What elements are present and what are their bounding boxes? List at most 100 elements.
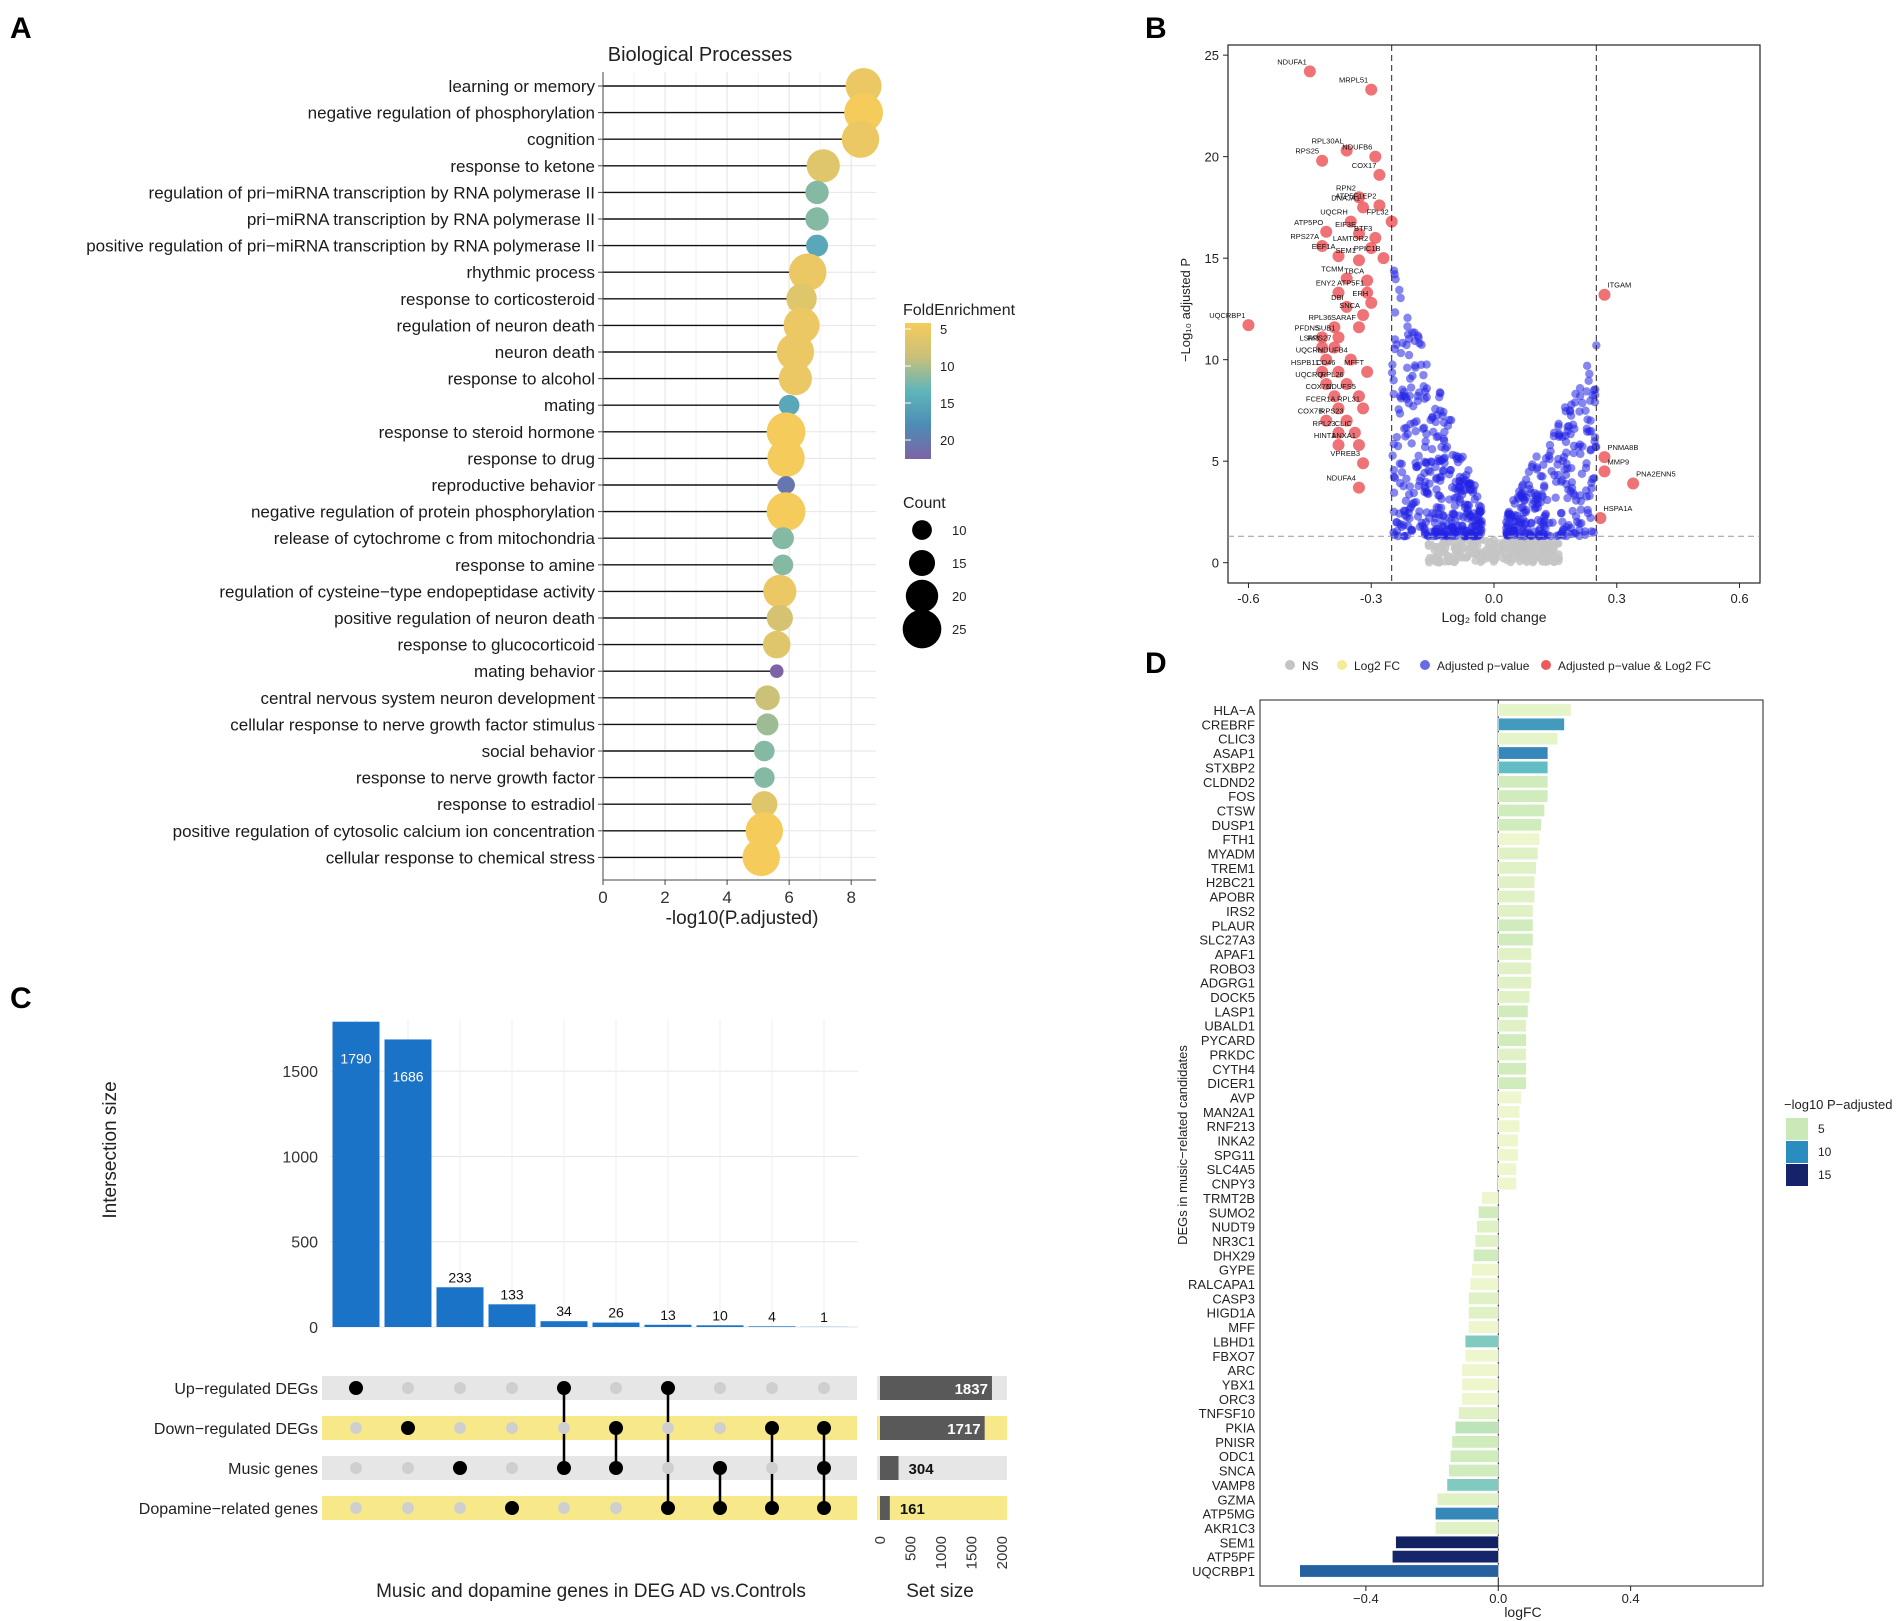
d-category-label: PKIA: [1225, 1421, 1255, 1436]
c-matrix-dot-inactive: [558, 1422, 570, 1434]
d-legend-swatch: [1786, 1118, 1808, 1140]
b-point-ns: [1468, 543, 1477, 552]
d-category-label: APOBR: [1209, 890, 1255, 905]
b-point-ns: [1430, 553, 1439, 562]
b-point-significant: [1409, 401, 1418, 411]
b-point-significant: [1433, 530, 1442, 540]
b-point-label: DNAJA1: [1331, 193, 1360, 202]
a-category-label: negative regulation of protein phosphory…: [251, 503, 595, 522]
d-category-label: LBHD1: [1213, 1334, 1255, 1349]
d-y-axis-title: DEGs in music−related candidates: [1175, 1045, 1190, 1245]
b-y-tick-label: 5: [1212, 454, 1219, 469]
d-bar: [1498, 961, 1532, 975]
b-point-significant: [1535, 524, 1545, 533]
b-point-significant: [1477, 517, 1486, 526]
a-legend-color-tick-label: 5: [940, 322, 947, 337]
c-matrix-dot-active: [765, 1421, 779, 1435]
c-matrix-dot-inactive: [350, 1462, 362, 1474]
b-point-highlighted: [1357, 201, 1370, 214]
d-category-label: PLAUR: [1212, 918, 1255, 933]
a-category-label: response to alcohol: [448, 370, 595, 389]
d-category-label: RALCAPA1: [1188, 1277, 1255, 1292]
b-point-significant: [1404, 490, 1414, 499]
a-dot: [805, 207, 829, 231]
b-point-highlighted: [1352, 254, 1365, 267]
d-bar: [1498, 1162, 1517, 1176]
a-category-label: response to glucocorticoid: [397, 636, 595, 655]
panel-label-c: C: [10, 982, 32, 1015]
b-point-significant: [1446, 465, 1455, 475]
b-point-highlighted: [1352, 227, 1365, 240]
d-category-label: MAN2A1: [1203, 1105, 1255, 1120]
d-bar: [1436, 1492, 1499, 1506]
b-point-label: NDUFA1: [1277, 57, 1307, 66]
a-category-label: mating: [544, 396, 595, 415]
d-category-label: DICER1: [1207, 1076, 1255, 1091]
b-point-significant: [1582, 424, 1592, 433]
d-bar: [1461, 1378, 1499, 1391]
b-point-significant: [1396, 293, 1405, 303]
c-y-tick-label: 0: [309, 1320, 318, 1337]
d-bar: [1435, 1507, 1499, 1520]
d-category-label: H2BC21: [1206, 875, 1255, 890]
d-bar: [1498, 832, 1540, 846]
b-point-significant: [1403, 313, 1412, 323]
d-bar: [1498, 847, 1539, 860]
c-y-tick-label: 1000: [282, 1149, 318, 1166]
b-y-axis-title: −Log₁₀ adjusted P: [1178, 258, 1193, 362]
b-point-highlighted: [1320, 225, 1333, 238]
b-point-significant: [1574, 442, 1583, 452]
b-point-highlighted: [1332, 365, 1345, 378]
c-intersection-bar: [332, 1021, 380, 1327]
b-point-highlighted: [1332, 426, 1345, 439]
b-y-tick-label: 25: [1205, 48, 1219, 63]
b-legend-label: NS: [1302, 659, 1319, 673]
d-bar: [1498, 1062, 1527, 1076]
d-category-label: UBALD1: [1204, 1019, 1255, 1034]
b-point-highlighted: [1316, 154, 1329, 167]
b-point-significant: [1587, 484, 1596, 493]
a-category-label: positive regulation of neuron death: [334, 609, 595, 628]
b-point-significant: [1397, 468, 1407, 477]
panel-a: learning or memory negative regulation of…: [86, 44, 1015, 929]
b-point-label: COX7C: [1306, 382, 1332, 391]
c-set-label: Down−regulated DEGs: [154, 1421, 318, 1438]
a-dot: [756, 713, 779, 736]
b-point-label: RPS25: [1295, 147, 1319, 156]
b-point-significant: [1584, 376, 1593, 386]
b-point-highlighted: [1598, 451, 1611, 464]
a-category-label: regulation of neuron death: [397, 316, 596, 335]
b-point-highlighted: [1328, 341, 1341, 354]
b-point-significant: [1388, 360, 1397, 369]
b-point-label: TCMM: [1321, 264, 1344, 273]
b-point-highlighted: [1373, 199, 1386, 212]
b-point-significant: [1395, 285, 1404, 295]
d-category-label: GYPE: [1219, 1263, 1255, 1278]
b-point-significant: [1581, 406, 1590, 415]
c-set-label: Music genes: [228, 1461, 318, 1478]
b-cutoff-lines: [1228, 45, 1760, 583]
a-dot: [776, 333, 815, 371]
c-matrix-dot-active: [609, 1421, 623, 1435]
b-point-significant: [1395, 509, 1404, 518]
b-point-highlighted: [1598, 288, 1611, 301]
d-bar: [1464, 1335, 1499, 1348]
c-set-size-bar: [880, 1456, 899, 1480]
b-point-significant: [1422, 458, 1431, 467]
b-point-highlighted: [1344, 215, 1357, 228]
b-point-significant: [1562, 522, 1571, 532]
a-category-labels: learning or memory negative regulation of…: [86, 77, 603, 867]
b-point-significant: [1435, 491, 1444, 501]
b-point-significant: [1459, 477, 1468, 486]
b-y-tick-label: 10: [1205, 353, 1219, 368]
d-bar: [1498, 703, 1572, 717]
c-set-size-bar: [880, 1376, 992, 1400]
a-dot: [841, 120, 880, 158]
b-point-ns: [1537, 555, 1546, 564]
b-point-label: COX17: [1352, 161, 1377, 170]
b-point-label: CLIC: [1335, 419, 1353, 428]
c-set-label: Dopamine−related genes: [139, 1501, 318, 1518]
b-point-significant: [1545, 440, 1555, 450]
d-x-tick-label: −0.4: [1353, 1591, 1379, 1606]
